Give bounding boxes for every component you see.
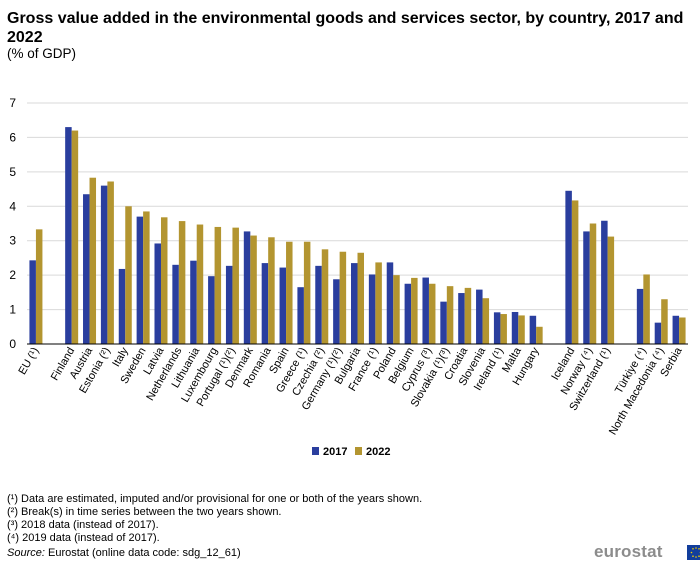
bar-2022 <box>482 298 490 344</box>
bar-2022 <box>214 226 222 344</box>
bar-2022 <box>89 177 97 344</box>
y-axis-ticks: 0 1 2 3 4 5 6 7 <box>9 96 16 351</box>
bar-2022 <box>143 211 150 344</box>
eu-flag-icon <box>687 545 700 560</box>
bar-2017 <box>476 289 483 344</box>
bar-2017 <box>315 265 322 344</box>
footnote: (¹) Data are estimated, imputed and/or p… <box>7 493 423 505</box>
bar-2017 <box>386 262 394 344</box>
bar-2017 <box>154 243 161 344</box>
bar-2017 <box>29 260 36 344</box>
y-tick-label: 1 <box>9 303 16 317</box>
bar-2022 <box>393 275 400 344</box>
bars <box>29 127 686 344</box>
bar-2022 <box>536 326 543 344</box>
bar-2017 <box>261 263 269 344</box>
bar-2017 <box>458 293 465 344</box>
y-tick-label: 0 <box>9 337 16 351</box>
source-line: Source: Eurostat (online data code: sdg_… <box>7 547 241 559</box>
bar-2022 <box>661 299 668 344</box>
footnote: (⁴) 2019 data (instead of 2017). <box>7 532 160 544</box>
chart-title: Gross value added in the environmental g… <box>7 10 684 46</box>
bar-2017 <box>493 312 501 344</box>
bar-2017 <box>511 311 519 344</box>
bar-2022 <box>196 224 204 344</box>
x-tick-label: EU (¹) <box>16 346 41 377</box>
bar-2022 <box>71 130 79 344</box>
bar-2017 <box>243 231 251 344</box>
source-label: Source: <box>7 547 45 559</box>
bar-2022 <box>178 221 186 344</box>
bar-2022 <box>125 206 132 344</box>
bar-2017 <box>118 268 126 344</box>
y-tick-label: 3 <box>9 234 16 248</box>
legend-label-2022: 2022 <box>366 446 390 458</box>
bar-2022 <box>286 241 293 344</box>
bar-2017 <box>190 260 197 344</box>
y-tick-label: 5 <box>9 165 16 179</box>
bar-2022 <box>607 236 615 344</box>
bar-2017 <box>529 315 537 344</box>
bar-2017 <box>83 194 90 344</box>
bar-2017 <box>172 264 179 344</box>
bar-2017 <box>654 322 662 344</box>
bar-2022 <box>500 314 507 344</box>
footnotes: (¹) Data are estimated, imputed and/or p… <box>7 493 422 545</box>
bar-2022 <box>643 274 650 344</box>
legend-label-2017: 2017 <box>323 446 347 458</box>
y-tick-label: 2 <box>9 268 16 282</box>
bar-2017 <box>422 277 429 344</box>
bar-2017 <box>208 276 215 344</box>
bar-2022 <box>303 241 311 344</box>
bar-2017 <box>351 263 358 344</box>
footnote: (²) Break(s) in time series between the … <box>7 506 282 518</box>
bar-2022 <box>250 235 257 344</box>
bar-2022 <box>321 249 329 344</box>
bar-2022 <box>339 251 347 344</box>
bar-2017 <box>279 267 287 344</box>
bar-2022 <box>107 181 114 344</box>
bar-2017 <box>225 265 233 344</box>
bar-2022 <box>160 217 168 344</box>
bar-2017 <box>583 231 590 344</box>
bar-2022 <box>446 286 454 344</box>
chart-subtitle: (% of GDP) <box>7 46 77 61</box>
bar-2017 <box>565 190 572 344</box>
bar-2022 <box>411 277 418 344</box>
logo-text: eurostat <box>594 542 663 561</box>
bar-2017 <box>440 301 447 344</box>
bar-2022 <box>375 262 382 344</box>
legend-swatch-2022 <box>355 447 362 455</box>
bar-2017 <box>100 185 108 344</box>
bar-2017 <box>136 216 144 344</box>
bar-2022 <box>232 227 239 344</box>
bar-2022 <box>357 252 364 344</box>
bar-2022 <box>571 200 579 344</box>
bar-2017 <box>672 315 680 344</box>
bar-2022 <box>518 315 525 344</box>
bar-2022 <box>428 283 436 344</box>
bar-2017 <box>297 287 304 344</box>
bar-2022 <box>35 229 43 344</box>
y-tick-label: 7 <box>9 96 16 110</box>
bar-2017 <box>601 220 608 344</box>
bar-2017 <box>333 279 340 344</box>
bar-2022 <box>679 317 686 344</box>
y-tick-label: 4 <box>9 199 16 213</box>
bar-2017 <box>404 283 412 344</box>
footnote: (³) 2018 data (instead of 2017). <box>7 519 159 531</box>
bar-2022 <box>464 287 472 344</box>
bar-2022 <box>589 223 597 344</box>
bar-2017 <box>65 127 72 344</box>
legend: 2017 2022 <box>312 446 390 458</box>
legend-swatch-2017 <box>312 447 319 455</box>
source-text: Eurostat (online data code: sdg_12_61) <box>47 547 241 559</box>
bar-2017 <box>636 288 644 344</box>
y-tick-label: 6 <box>9 130 16 144</box>
bar-2022 <box>268 237 275 344</box>
bar-2017 <box>368 274 376 344</box>
